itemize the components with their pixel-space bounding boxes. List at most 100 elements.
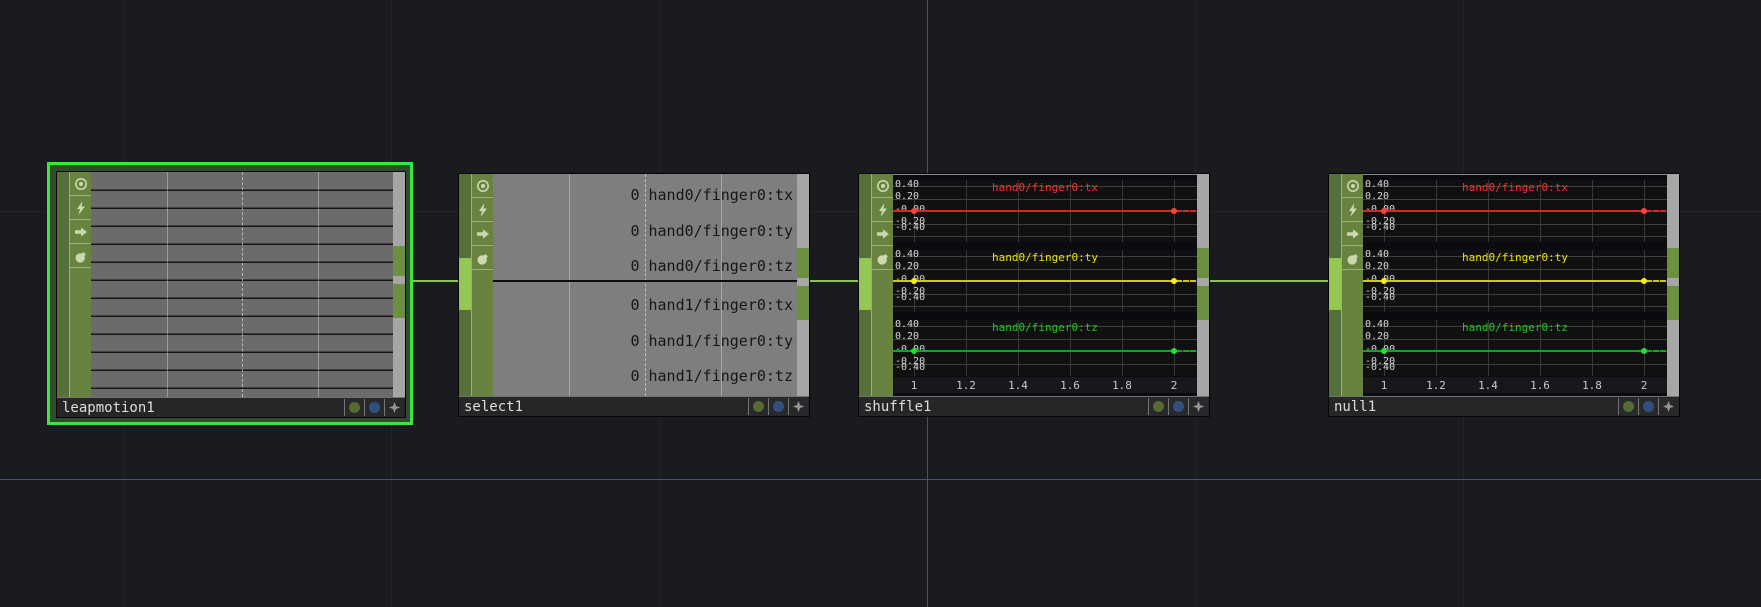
bypass-flag-button[interactable] xyxy=(872,198,894,222)
blue-dot-icon xyxy=(369,402,380,413)
parameters-button[interactable] xyxy=(788,398,808,415)
export-flag-button[interactable] xyxy=(472,222,494,246)
bypass-flag-button[interactable] xyxy=(472,198,494,222)
bypass-flag-button[interactable] xyxy=(70,196,92,220)
input-connector[interactable] xyxy=(859,258,871,310)
output-connector[interactable] xyxy=(1667,286,1679,320)
channel-label: hand0/finger0:tx xyxy=(1462,181,1568,194)
node-leapmotion1[interactable]: leapmotion1 xyxy=(56,171,406,418)
viewer-flag-button[interactable] xyxy=(1342,174,1364,198)
output-connector-strip xyxy=(393,172,405,397)
cook-flag-button[interactable] xyxy=(872,246,894,270)
viewer-flag-button[interactable] xyxy=(70,172,92,196)
y-tick: -0.40 xyxy=(895,222,926,233)
color-flag-button[interactable] xyxy=(1618,398,1638,415)
y-tick: 0.40 xyxy=(1365,249,1390,260)
viewer-flag-button[interactable] xyxy=(472,174,494,198)
parameters-button[interactable] xyxy=(1188,398,1208,415)
y-tick: -0.00 xyxy=(895,275,925,285)
sample-dot xyxy=(1381,208,1387,214)
channel-viewer-select1[interactable]: 0 hand0/finger0:tx 0 hand0/finger0:ty 0 … xyxy=(493,174,797,396)
node-null1[interactable]: hand0/finger0:tx 0.40 0.20 -0.00 -0.20 -… xyxy=(1328,173,1680,417)
wire-select1-shuffle1[interactable] xyxy=(808,280,858,282)
lightning-icon xyxy=(879,202,887,217)
viewer-flag-button[interactable] xyxy=(872,174,894,198)
node-name-label: select1 xyxy=(464,398,524,415)
flag-column xyxy=(471,174,494,396)
sample-dot xyxy=(1641,208,1647,214)
graph-viewer-shuffle1[interactable]: hand0/finger0:tx 0.40 0.20 -0.00 -0.20 -… xyxy=(893,174,1197,397)
sample-dot xyxy=(1171,208,1177,214)
node-shuffle1[interactable]: hand0/finger0:tx 0.40 0.20 -0.00 -0.20 -… xyxy=(858,173,1210,417)
sample-dot xyxy=(1641,348,1647,354)
x-tick: 1 xyxy=(1380,379,1388,392)
output-connector[interactable] xyxy=(797,286,809,320)
node-namebar: leapmotion1 xyxy=(57,397,405,417)
output-connector-strip xyxy=(1197,174,1209,396)
color-flag-button[interactable] xyxy=(344,399,364,416)
y-tick: -0.40 xyxy=(895,292,926,303)
input-connector-strip xyxy=(459,174,471,396)
output-connector[interactable] xyxy=(797,248,809,278)
input-connector[interactable] xyxy=(459,258,471,310)
parameters-button[interactable] xyxy=(384,399,404,416)
x-tick: 1.2 xyxy=(1426,379,1446,392)
y-tick: -0.20 xyxy=(895,216,926,227)
y-tick: 0.20 xyxy=(895,261,920,272)
y-tick: -0.20 xyxy=(1365,356,1396,367)
export-flag-button[interactable] xyxy=(872,222,894,246)
bypass-flag-button[interactable] xyxy=(1342,198,1364,222)
cook-flag-button[interactable] xyxy=(70,244,92,268)
color-flag-button[interactable] xyxy=(748,398,768,415)
comment-flag-button[interactable] xyxy=(364,399,384,416)
channel-viewer-leapmotion1[interactable] xyxy=(91,172,393,397)
channel-label: hand0/finger0:ty xyxy=(1462,251,1568,264)
node-name-label: null1 xyxy=(1334,398,1377,415)
cook-flag-button[interactable] xyxy=(472,246,494,270)
input-connector[interactable] xyxy=(1329,258,1341,310)
sample-dot xyxy=(1381,278,1387,284)
y-tick: -0.20 xyxy=(895,286,926,297)
output-connector[interactable] xyxy=(393,246,405,276)
viewer-icon xyxy=(477,179,489,192)
color-flag-button[interactable] xyxy=(1148,398,1168,415)
comment-flag-button[interactable] xyxy=(1168,398,1188,415)
node-select1[interactable]: 0 hand0/finger0:tx 0 hand0/finger0:ty 0 … xyxy=(458,173,810,417)
comment-flag-button[interactable] xyxy=(1638,398,1658,415)
x-tick: 1.4 xyxy=(1008,379,1028,392)
channel-row: 0 hand1/finger0:tx xyxy=(630,296,793,314)
viewer-icon xyxy=(877,179,889,192)
zero-value-line-extension xyxy=(1646,280,1666,282)
origin-axis-horizontal xyxy=(0,479,1761,480)
bomb-icon xyxy=(877,253,888,265)
wire-shuffle1-null1[interactable] xyxy=(1208,280,1328,282)
olive-dot-icon xyxy=(1153,401,1164,412)
comment-flag-button[interactable] xyxy=(768,398,788,415)
input-connector-strip xyxy=(57,172,69,397)
y-tick: 0.40 xyxy=(1365,319,1390,330)
output-connector[interactable] xyxy=(1197,286,1209,320)
cook-flag-button[interactable] xyxy=(1342,246,1364,270)
wire-leapmotion1-select1[interactable] xyxy=(413,280,458,282)
graph-viewer-null1[interactable]: hand0/finger0:tx 0.40 0.20 -0.00 -0.20 -… xyxy=(1363,174,1667,397)
y-tick: 0.20 xyxy=(1365,191,1390,202)
export-flag-button[interactable] xyxy=(70,220,92,244)
zero-value-line-extension xyxy=(1176,210,1196,212)
node-name-label: shuffle1 xyxy=(864,398,932,415)
parameters-button[interactable] xyxy=(1658,398,1678,415)
sample-dot xyxy=(1381,348,1387,354)
output-connector[interactable] xyxy=(1197,248,1209,278)
channel-group-separator xyxy=(493,280,797,282)
x-tick: 1.2 xyxy=(956,379,976,392)
output-connector[interactable] xyxy=(393,284,405,318)
zero-value-line xyxy=(1363,350,1645,352)
input-connector-strip xyxy=(859,174,871,396)
x-axis: 1 1.2 1.4 1.6 1.8 2 xyxy=(1363,377,1667,393)
export-flag-button[interactable] xyxy=(1342,222,1364,246)
olive-dot-icon xyxy=(349,402,360,413)
y-tick: -0.40 xyxy=(1365,292,1396,303)
y-tick: -0.20 xyxy=(1365,286,1396,297)
output-connector[interactable] xyxy=(1667,248,1679,278)
zero-value-line-extension xyxy=(1176,350,1196,352)
